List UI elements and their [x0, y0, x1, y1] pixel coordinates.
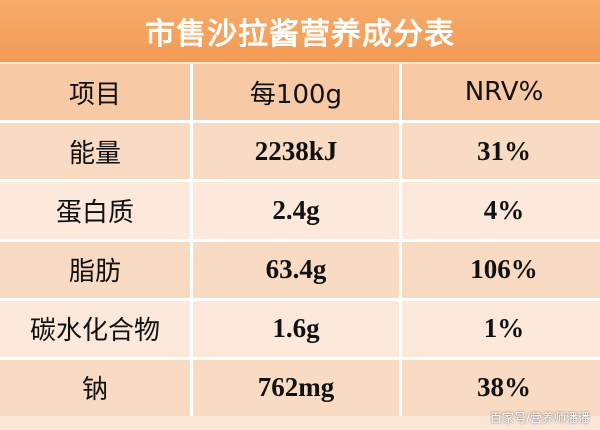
table-cell: 762mg [193, 359, 399, 416]
table-cell: 碳水化合物 [0, 300, 190, 357]
table-cell: 1% [402, 300, 600, 357]
table-cell: 钠 [0, 359, 190, 416]
table-cell: 2.4g [193, 182, 399, 239]
table-cell: 能量 [0, 123, 190, 180]
table-cell: 2238kJ [193, 123, 399, 180]
table-cell: 项目 [0, 64, 190, 121]
table-cell: 脂肪 [0, 241, 190, 298]
table-cell: 4% [402, 182, 600, 239]
table-cell: 1.6g [193, 300, 399, 357]
table-cell: 每100g [193, 64, 399, 121]
table-cell: 31% [402, 123, 600, 180]
watermark: 百家号/营养师潘潘 [489, 411, 590, 425]
table-cell: 38% [402, 359, 600, 416]
table-cell: 蛋白质 [0, 182, 190, 239]
table-title: 市售沙拉酱营养成分表 [0, 0, 600, 62]
table-cell: 63.4g [193, 241, 399, 298]
table-cell: NRV% [402, 64, 600, 121]
nutrition-table: 项目 每100g NRV% 能量 2238kJ 31% 蛋白质 2.4g 4% 脂肪 63.4g 10… [0, 64, 600, 416]
table-cell: 106% [402, 241, 600, 298]
